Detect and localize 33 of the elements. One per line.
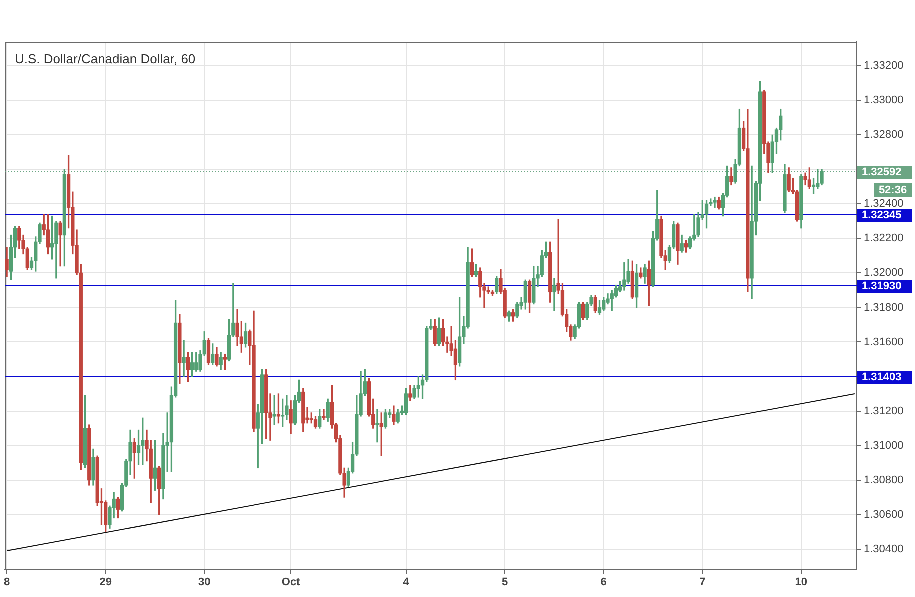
- y-tick-label: 1.33200: [864, 60, 904, 72]
- y-tick-label: 1.31200: [864, 405, 904, 418]
- candlestick: [376, 409, 380, 443]
- y-tick-label: 1.30400: [864, 543, 904, 556]
- y-tick-label: 1.31000: [864, 440, 904, 452]
- ref-line-label: 1.31930: [862, 280, 902, 293]
- y-tick-label: 1.30800: [864, 474, 904, 486]
- x-tick-label: 30: [198, 576, 211, 589]
- y-tick-label: 1.32400: [864, 198, 904, 210]
- y-tick-label: 1.33000: [864, 94, 904, 107]
- y-tick-label: 1.31800: [864, 302, 904, 314]
- text: 52:36: [878, 184, 908, 197]
- ref-line-label: 1.31403: [862, 372, 902, 384]
- x-tick-label: 6: [600, 576, 607, 589]
- x-tick-label: Oct: [282, 576, 301, 589]
- ref-line-label: 1.32345: [862, 210, 902, 222]
- y-tick-label: 1.32000: [864, 267, 904, 280]
- text: U.S. Dollar/Canadian Dollar, 60: [15, 52, 196, 67]
- y-tick-label: 1.32800: [864, 129, 904, 142]
- x-tick-label: 4: [403, 576, 410, 589]
- candlestick: [322, 409, 326, 420]
- ref-line-label: 1.32592: [862, 166, 902, 179]
- x-tick-label: 10: [795, 576, 808, 589]
- y-tick-label: 1.31600: [864, 336, 904, 348]
- y-tick-label: 1.30600: [864, 508, 904, 521]
- x-tick-label: 8: [4, 576, 10, 589]
- y-tick-label: 1.32200: [864, 232, 904, 245]
- candlestick: [182, 340, 186, 378]
- x-tick-label: 7: [700, 576, 706, 589]
- candlestick: [713, 196, 717, 208]
- candlestick: [552, 278, 556, 312]
- x-tick-label: 29: [100, 576, 112, 589]
- x-tick-label: 5: [502, 576, 508, 589]
